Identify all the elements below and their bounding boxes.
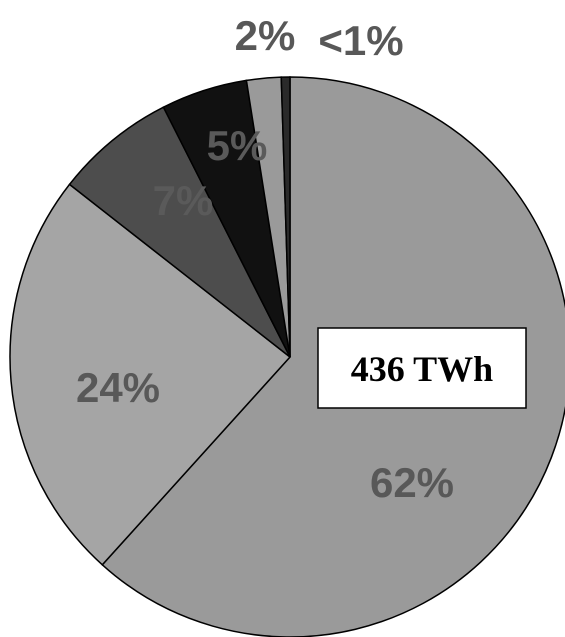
slice-label-3: 5%: [207, 122, 268, 169]
pie-slice-5: [280, 76, 291, 358]
center-label-box-rect: [317, 327, 527, 409]
pie-slice-2: [68, 106, 291, 358]
pie-labels: 62% 24% 7% 5% 2% <1%: [76, 12, 454, 506]
slice-label-4: 2%: [235, 12, 296, 59]
slice-label-0: 62%: [370, 459, 454, 506]
center-label-text: 436 TWh: [351, 349, 493, 389]
slice-label-1: 24%: [76, 364, 160, 411]
pie-slice-1: [9, 183, 292, 566]
slice-label-5: <1%: [318, 17, 403, 64]
center-label-box: 436 TWh: [317, 327, 527, 409]
slice-label-2: 7%: [153, 177, 214, 224]
